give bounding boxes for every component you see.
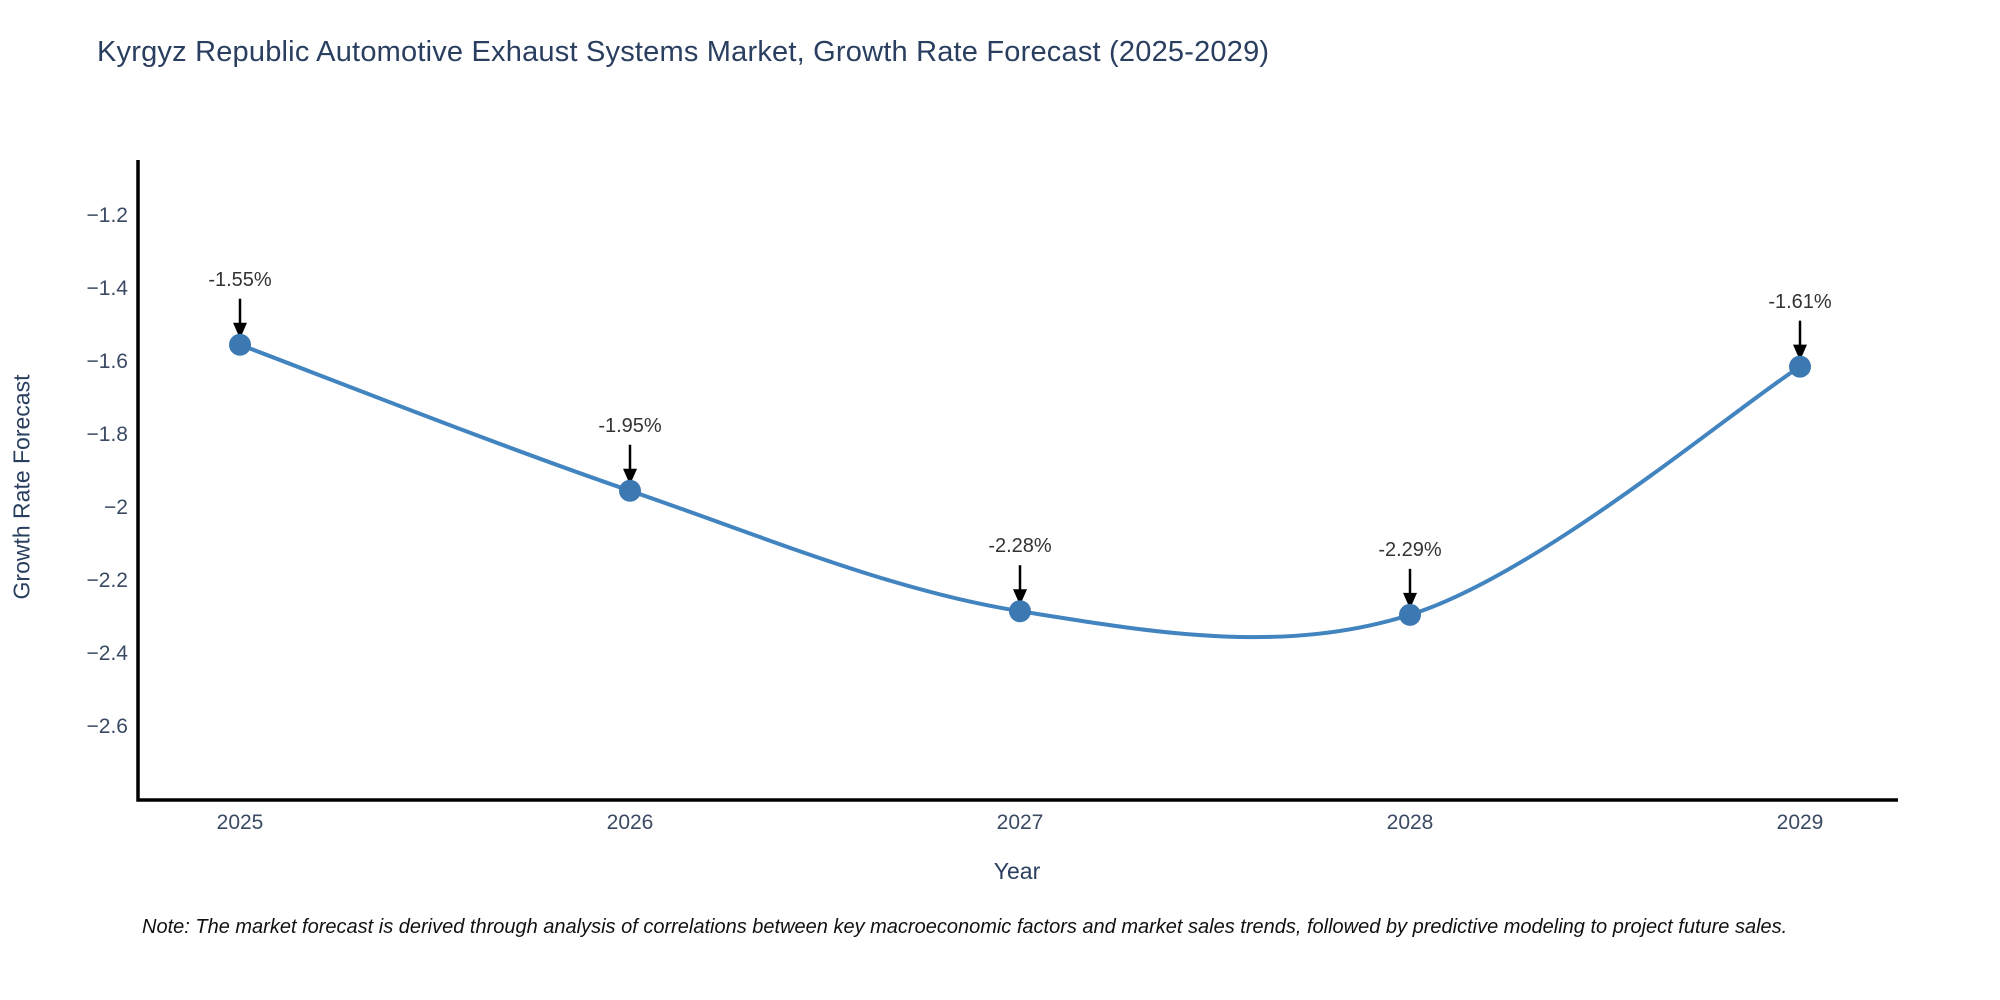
- data-point-2026: [619, 479, 641, 502]
- point-label: -1.95%: [598, 414, 662, 437]
- data-point-markers: [229, 333, 1811, 626]
- footnote: Note: The market forecast is derived thr…: [142, 916, 1788, 938]
- y-tick-label: −1.4: [86, 277, 128, 300]
- x-tick-label: 2026: [606, 811, 654, 834]
- y-tick-label: −2.4: [86, 642, 128, 665]
- annotation-arrowhead: [1403, 592, 1417, 609]
- x-tick-label: 2028: [1386, 811, 1434, 834]
- annotation-arrows: [233, 298, 1807, 609]
- point-label: -1.61%: [1768, 290, 1832, 313]
- annotation-arrowhead: [1793, 344, 1807, 361]
- x-tick-label: 2029: [1776, 811, 1824, 834]
- point-label: -2.28%: [988, 535, 1052, 558]
- y-tick-label: −2.6: [86, 715, 128, 738]
- y-tick-label: −2.2: [86, 569, 128, 592]
- y-tick-label: −1.8: [86, 423, 128, 446]
- data-point-2027: [1009, 600, 1031, 623]
- data-point-2028: [1399, 603, 1421, 626]
- x-tick-label: 2025: [216, 811, 264, 834]
- x-axis-title: Year: [993, 858, 1041, 884]
- axis-lines: [136, 160, 1898, 802]
- y-tick-label: −2: [104, 496, 128, 519]
- data-point-2029: [1789, 355, 1811, 378]
- annotation-arrowhead: [1013, 589, 1027, 606]
- y-tick-label: −1.6: [86, 350, 128, 373]
- point-label: -1.55%: [208, 268, 272, 291]
- annotation-arrowhead: [623, 468, 637, 485]
- annotation-arrowhead: [233, 322, 247, 339]
- x-tick-label: 2027: [996, 811, 1044, 834]
- y-axis-title: Growth Rate Forecast: [8, 374, 35, 600]
- data-point-2025: [229, 333, 251, 356]
- point-label: -2.29%: [1378, 538, 1442, 561]
- chart-title: Kyrgyz Republic Automotive Exhaust Syste…: [97, 36, 1270, 68]
- y-tick-label: −1.2: [86, 204, 128, 227]
